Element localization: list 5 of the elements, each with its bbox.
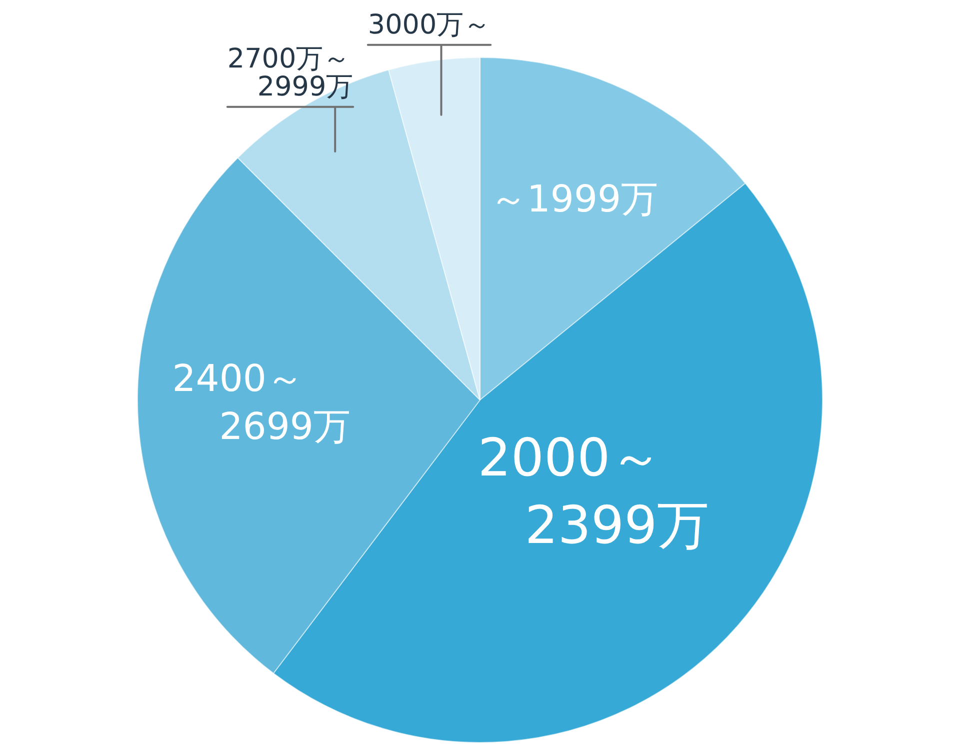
slice-label: ～1999万 (490, 178, 658, 221)
slice-label: 2400～2699万 (172, 357, 350, 448)
slice-label: 2700万～2999万 (227, 43, 354, 103)
slice-label: 2000～2399万 (478, 428, 710, 556)
slice-label: 3000万～ (368, 10, 491, 41)
